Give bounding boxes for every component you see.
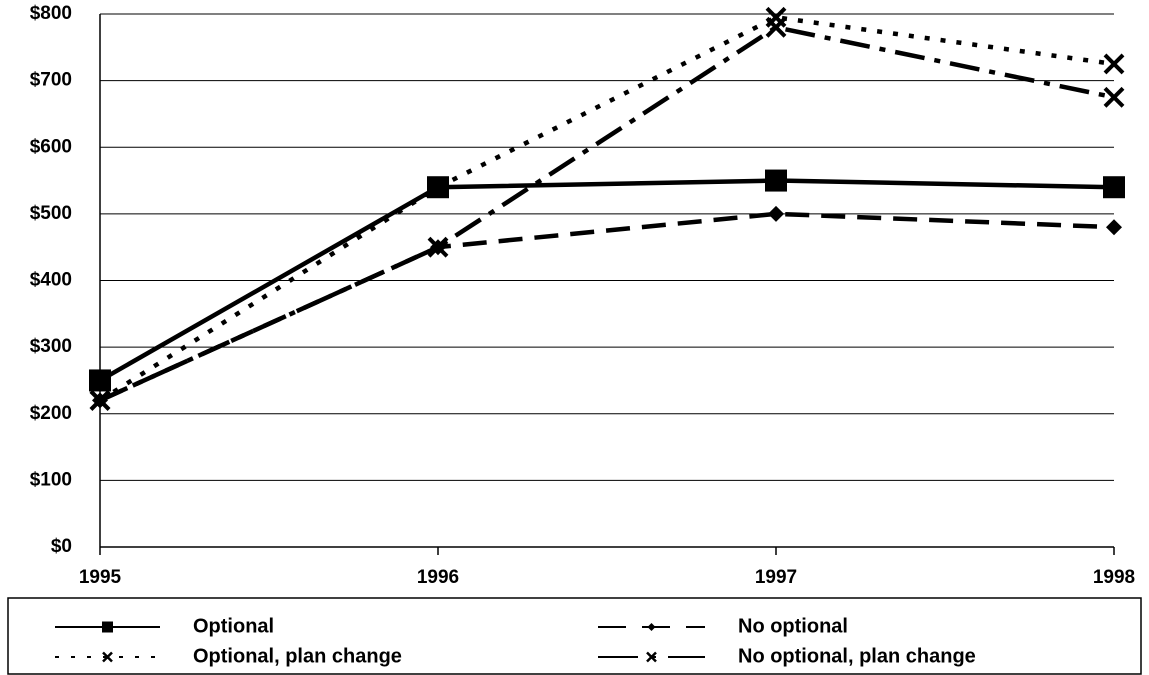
y-tick-label: $800 [30, 3, 72, 24]
legend-marker [647, 623, 656, 631]
legend-box [7, 597, 1142, 675]
marker [1103, 53, 1125, 75]
y-tick-label: $100 [30, 469, 72, 490]
series-line [99, 211, 1115, 403]
legend-label: Optional [193, 615, 274, 637]
series-line [98, 15, 1115, 403]
series-line [99, 24, 1115, 403]
x-tick-label: 1997 [755, 567, 797, 588]
marker [765, 169, 787, 192]
marker [89, 369, 111, 392]
legend-label: Optional, plan change [193, 645, 402, 667]
x-tick-label: 1995 [79, 567, 122, 588]
y-tick-label: $300 [30, 336, 72, 357]
marker [768, 205, 784, 222]
legend-label: No optional [738, 615, 848, 637]
marker [1106, 219, 1122, 236]
y-tick-label: $700 [30, 70, 72, 91]
legend-marker [646, 651, 657, 663]
y-tick-label: $200 [30, 403, 72, 424]
x-tick-label: 1998 [1093, 567, 1135, 588]
legend-label: No optional, plan change [738, 645, 976, 667]
y-tick-label: $600 [30, 136, 72, 157]
marker [1103, 176, 1125, 199]
y-tick-label: $500 [30, 203, 72, 224]
marker [1103, 86, 1125, 108]
y-tick-label: $0 [51, 536, 72, 557]
marker [89, 390, 111, 411]
marker [427, 236, 449, 258]
legend-marker [102, 621, 113, 633]
x-tick-label: 1996 [417, 567, 459, 588]
marker [765, 16, 787, 38]
y-tick-label: $400 [30, 270, 72, 291]
legend-marker [102, 651, 113, 663]
marker [427, 176, 449, 198]
series-line [98, 178, 1115, 383]
